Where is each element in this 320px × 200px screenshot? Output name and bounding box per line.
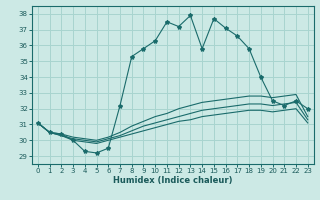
X-axis label: Humidex (Indice chaleur): Humidex (Indice chaleur) <box>113 176 233 185</box>
